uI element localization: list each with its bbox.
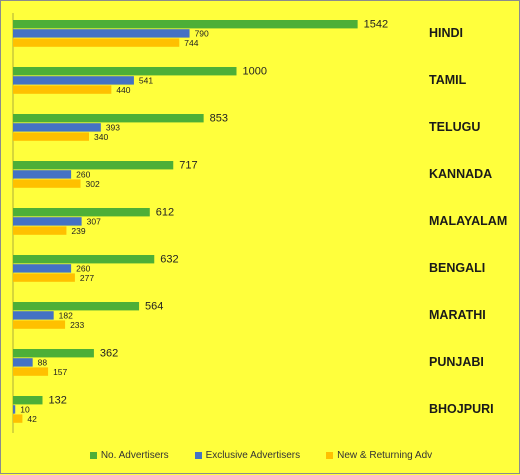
bar-hindi-series2 [13, 29, 190, 38]
data-label-marathi-series2: 182 [59, 311, 73, 321]
bar-bengali-series2 [13, 264, 72, 273]
legend-label-series3: New & Returning Adv [337, 450, 433, 461]
bar-telugu-series2 [13, 123, 101, 132]
category-label-punjabi: PUNJABI [429, 355, 484, 369]
bar-malayalam-series1 [13, 208, 150, 217]
data-label-hindi-series1: 1542 [364, 18, 388, 30]
data-label-kannada-series1: 717 [179, 159, 197, 171]
legend-swatch-series1 [89, 452, 97, 459]
legend-swatch-series2 [194, 452, 202, 459]
bar-marathi-series2 [13, 311, 54, 320]
data-label-telugu-series2: 393 [106, 123, 120, 133]
data-label-kannada-series3: 302 [85, 179, 99, 189]
data-label-hindi-series3: 744 [184, 38, 198, 48]
data-label-punjabi-series1: 362 [100, 347, 118, 359]
bar-bengali-series1 [13, 255, 155, 264]
legend-label-series2: Exclusive Advertisers [205, 450, 301, 461]
data-label-bengali-series3: 277 [80, 273, 94, 283]
legend-item-series3: New & Returning Adv [326, 450, 432, 461]
category-label-marathi: MARATHI [429, 308, 486, 322]
data-label-marathi-series3: 233 [70, 320, 84, 330]
data-label-tamil-series1: 1000 [243, 65, 267, 77]
legend-swatch-series3 [326, 452, 334, 459]
bar-punjabi-series1 [13, 349, 94, 358]
bar-tamil-series3 [13, 85, 112, 94]
category-label-bengali: BENGALI [429, 261, 485, 275]
bar-telugu-series3 [13, 132, 89, 141]
bar-marathi-series3 [13, 320, 66, 329]
category-label-malayalam: MALAYALAM [429, 214, 507, 228]
legend-item-series2: Exclusive Advertisers [194, 450, 301, 461]
legend-item-series1: No. Advertisers [89, 450, 169, 461]
data-label-malayalam-series3: 239 [71, 226, 85, 236]
data-label-telugu-series3: 340 [94, 132, 108, 142]
category-label-kannada: KANNADA [429, 167, 492, 181]
data-label-malayalam-series2: 307 [87, 217, 101, 227]
data-label-bengali-series2: 260 [76, 264, 90, 274]
category-label-tamil: TAMIL [429, 73, 467, 87]
bar-punjabi-series3 [13, 367, 49, 376]
data-label-malayalam-series1: 612 [156, 206, 174, 218]
bar-kannada-series3 [13, 179, 81, 188]
data-label-punjabi-series3: 157 [53, 367, 67, 377]
bar-tamil-series2 [13, 76, 134, 85]
bar-malayalam-series2 [13, 217, 82, 226]
data-label-tamil-series2: 541 [139, 76, 153, 86]
bar-bhojpuri-series3 [13, 414, 23, 423]
category-label-bhojpuri: BHOJPURI [429, 402, 494, 416]
bar-kannada-series1 [13, 161, 174, 170]
bar-marathi-series1 [13, 302, 140, 311]
chart-legend: No. Advertisers Exclusive Advertisers New … [1, 450, 520, 461]
bar-hindi-series1 [13, 20, 358, 29]
bar-bhojpuri-series2 [13, 405, 16, 414]
bar-malayalam-series3 [13, 226, 67, 235]
bar-hindi-series3 [13, 38, 180, 47]
data-label-bengali-series1: 632 [160, 253, 178, 265]
data-label-tamil-series3: 440 [116, 85, 130, 95]
data-label-bhojpuri-series2: 10 [20, 405, 30, 415]
bar-kannada-series2 [13, 170, 72, 179]
data-label-kannada-series2: 260 [76, 170, 90, 180]
data-label-hindi-series2: 790 [195, 29, 209, 39]
category-label-hindi: HINDI [429, 26, 463, 40]
bar-tamil-series1 [13, 67, 237, 76]
data-label-marathi-series1: 564 [145, 300, 163, 312]
bar-bhojpuri-series1 [13, 396, 43, 405]
data-label-telugu-series1: 853 [210, 112, 228, 124]
bar-punjabi-series2 [13, 358, 33, 367]
bar-bengali-series3 [13, 273, 75, 282]
data-label-bhojpuri-series1: 132 [49, 394, 67, 406]
bar-telugu-series1 [13, 114, 204, 123]
data-label-bhojpuri-series3: 42 [27, 414, 37, 424]
data-label-punjabi-series2: 88 [38, 358, 48, 368]
legend-label-series1: No. Advertisers [100, 450, 169, 461]
category-label-telugu: TELUGU [429, 120, 480, 134]
